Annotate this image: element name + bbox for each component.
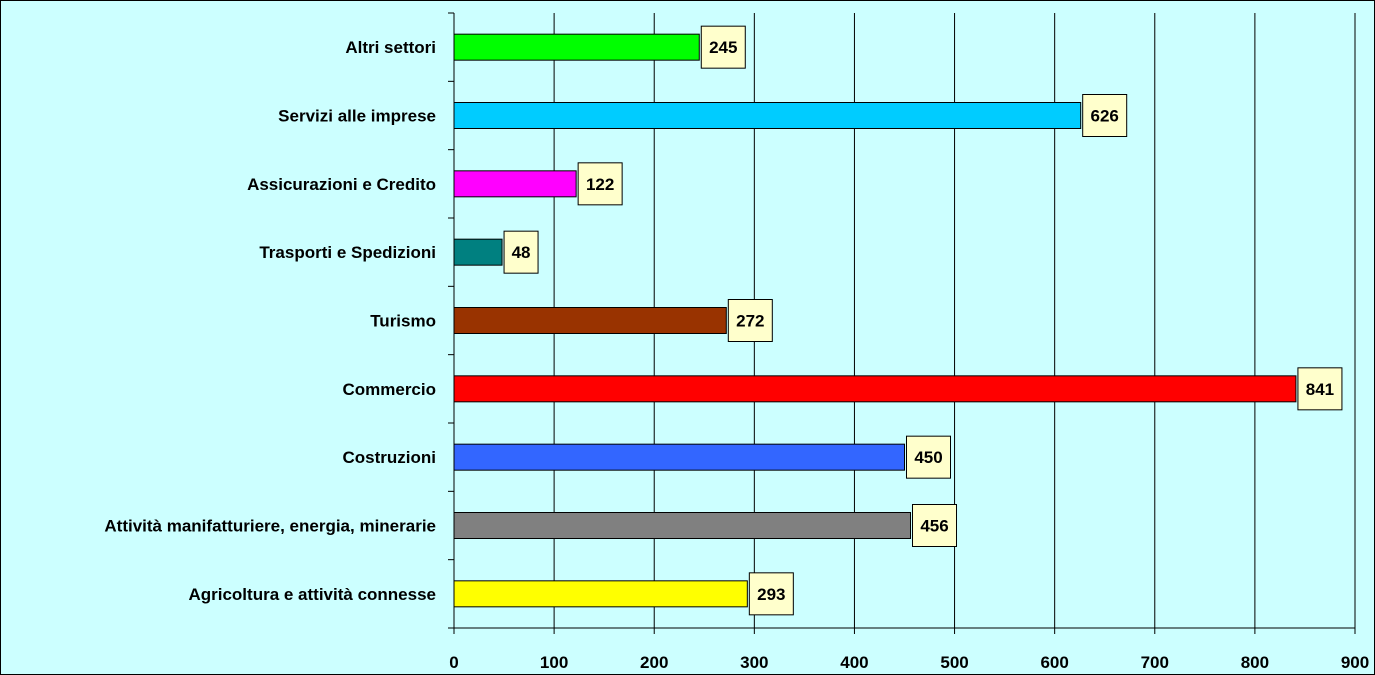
data-label: 450	[914, 448, 942, 467]
x-tick-label: 300	[740, 653, 768, 672]
data-label: 626	[1091, 107, 1119, 126]
data-label: 48	[512, 243, 531, 262]
bar	[453, 170, 577, 198]
data-label: 841	[1306, 380, 1334, 399]
bar	[453, 375, 1297, 403]
data-label-box	[577, 162, 623, 206]
data-label: 122	[586, 175, 614, 194]
bar	[453, 512, 912, 539]
category-label: Altri settori	[345, 38, 436, 57]
x-tick-label: 800	[1241, 653, 1269, 672]
data-label: 272	[736, 312, 764, 331]
x-tick-label: 600	[1040, 653, 1068, 672]
bar	[453, 102, 1082, 129]
x-tick-label: 100	[540, 653, 568, 672]
category-label: Trasporti e Spedizioni	[259, 243, 436, 262]
bar	[453, 33, 700, 61]
category-label: Servizi alle imprese	[278, 107, 436, 126]
x-tick-label: 200	[640, 653, 668, 672]
data-label-box	[727, 299, 773, 342]
data-label-box	[503, 230, 539, 274]
data-label: 456	[920, 517, 948, 536]
x-tick-label: 900	[1341, 653, 1369, 672]
data-label-box	[912, 504, 958, 547]
x-tick-label: 400	[840, 653, 868, 672]
x-tick-label: 700	[1141, 653, 1169, 672]
data-label-box	[700, 25, 746, 69]
bar	[453, 238, 503, 266]
category-label: Costruzioni	[343, 448, 437, 467]
data-label: 293	[757, 585, 785, 604]
category-label: Turismo	[370, 312, 436, 331]
bar	[453, 580, 748, 608]
data-label-box	[1297, 367, 1343, 411]
category-label: Agricoltura e attività connesse	[188, 585, 436, 604]
data-label-box	[1082, 94, 1128, 137]
x-tick-label: 0	[449, 653, 458, 672]
data-label-box	[748, 572, 794, 616]
category-label: Assicurazioni e Credito	[247, 175, 436, 194]
bar	[453, 307, 727, 334]
x-tick-label: 500	[940, 653, 968, 672]
category-label: Commercio	[342, 380, 436, 399]
category-label: Attività manifatturiere, energia, minera…	[104, 517, 436, 536]
data-label-box	[906, 435, 951, 479]
data-label: 245	[709, 38, 737, 57]
bar	[453, 443, 905, 471]
